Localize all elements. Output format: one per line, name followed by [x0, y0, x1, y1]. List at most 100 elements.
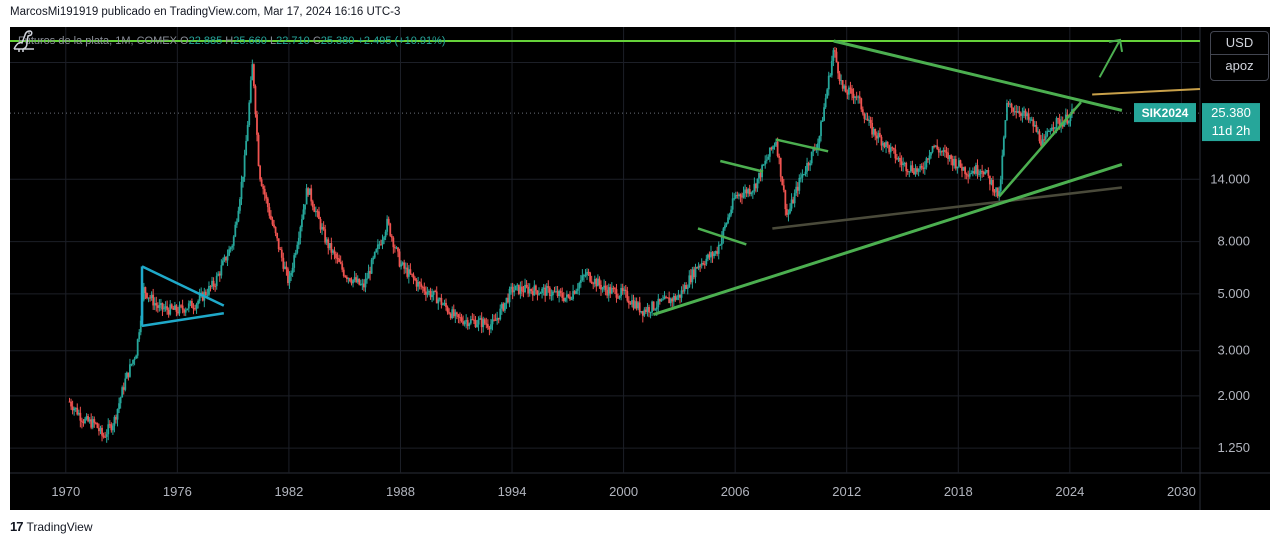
candle-body — [426, 292, 429, 295]
candle-body — [795, 186, 798, 194]
candle-body — [787, 213, 790, 215]
candle-body — [635, 301, 638, 309]
candle-body — [590, 281, 593, 284]
candle-body — [947, 152, 949, 159]
candle-body — [407, 269, 410, 277]
candle-body — [586, 271, 588, 276]
candle-body — [1040, 141, 1042, 146]
candle-body — [409, 269, 412, 274]
candle-body — [624, 289, 627, 292]
candle-body — [570, 298, 573, 300]
candle-body — [569, 296, 571, 300]
legend-c-label: C — [312, 35, 321, 47]
candle-body — [987, 170, 990, 176]
candle-body — [285, 266, 288, 270]
candle-body — [256, 114, 258, 135]
candle-body — [290, 273, 292, 276]
candle-body — [119, 397, 122, 404]
candle-body — [998, 191, 1001, 197]
candle-body — [730, 209, 733, 215]
candle-body — [627, 300, 630, 304]
candle-body — [507, 297, 509, 303]
candle-body — [854, 96, 856, 99]
candle-body — [304, 204, 306, 210]
candle-body — [1047, 131, 1050, 133]
candle-body — [838, 73, 841, 81]
candle-body — [1010, 103, 1013, 108]
wedge-upper-line — [833, 39, 1123, 112]
candle-body — [933, 146, 936, 148]
candle-body — [641, 311, 644, 316]
chart-frame[interactable]: 40.00014.0008.0005.0003.0002.0001.250197… — [10, 27, 1270, 510]
candle-body — [237, 210, 240, 222]
triangle-lower-line — [141, 312, 225, 328]
candle-body — [87, 416, 89, 422]
candle-body — [525, 284, 528, 287]
candle-body — [369, 270, 371, 274]
candle-body — [652, 301, 655, 310]
candle-body — [132, 359, 134, 364]
projection-arrow-head — [1108, 38, 1124, 53]
candle-body — [562, 297, 565, 302]
x-tick-label: 1976 — [163, 484, 192, 499]
candle-body — [539, 292, 542, 294]
candle-body — [995, 187, 997, 192]
candle-body — [468, 323, 471, 327]
projection-arrow-line — [1098, 39, 1121, 78]
candle-body — [939, 151, 942, 153]
candle-body — [637, 302, 640, 309]
x-tick-label: 2006 — [721, 484, 750, 499]
candle-body — [1012, 107, 1015, 112]
candle-body — [220, 265, 223, 276]
candle-body — [262, 186, 265, 189]
candle-body — [239, 199, 241, 211]
candle-body — [905, 163, 908, 172]
candle-body — [514, 285, 517, 291]
candle-body — [634, 301, 636, 309]
candle-body — [428, 290, 430, 293]
candle-body — [208, 286, 210, 295]
x-tick-label: 1982 — [274, 484, 303, 499]
candle-body — [212, 280, 215, 287]
candle-body — [483, 319, 486, 324]
candle-body — [1001, 155, 1004, 180]
candle-body — [765, 159, 768, 161]
candle-body — [658, 298, 661, 302]
candle-body — [612, 288, 615, 290]
currency-unit-selector[interactable]: USD apoz — [1210, 31, 1269, 81]
candle-body — [728, 214, 731, 218]
candle-body — [530, 288, 533, 292]
currency-divider — [1211, 54, 1268, 55]
candle-body — [76, 407, 79, 415]
candle-body — [383, 237, 385, 240]
candle-body — [750, 192, 753, 195]
candle-body — [792, 199, 795, 204]
candle-body — [74, 407, 77, 409]
candle-body — [979, 171, 982, 175]
candle-body — [70, 401, 72, 407]
candle-body — [595, 278, 598, 287]
dinosaur-watermark-icon — [13, 30, 34, 52]
candle-body — [773, 145, 776, 147]
candle-body — [373, 252, 376, 258]
candle-body — [443, 302, 446, 305]
candle-body — [163, 308, 165, 310]
candle-body — [469, 319, 472, 324]
candle-body — [662, 299, 664, 301]
candle-body — [1026, 113, 1028, 117]
candle-body — [88, 419, 91, 422]
candle-body — [355, 277, 358, 283]
price-chart[interactable]: 40.00014.0008.0005.0003.0002.0001.250197… — [10, 27, 1270, 510]
candle-body — [466, 320, 469, 327]
candle-body — [434, 290, 437, 292]
candle-body — [917, 168, 920, 172]
candle-body — [305, 188, 308, 205]
candle-body — [657, 298, 660, 308]
candle-body — [80, 420, 83, 422]
x-tick-label: 2030 — [1167, 484, 1196, 499]
candle-body — [257, 134, 260, 166]
candle-body — [606, 289, 609, 296]
candle-body — [592, 283, 595, 285]
candle-body — [294, 252, 297, 256]
candle-body — [429, 290, 432, 298]
